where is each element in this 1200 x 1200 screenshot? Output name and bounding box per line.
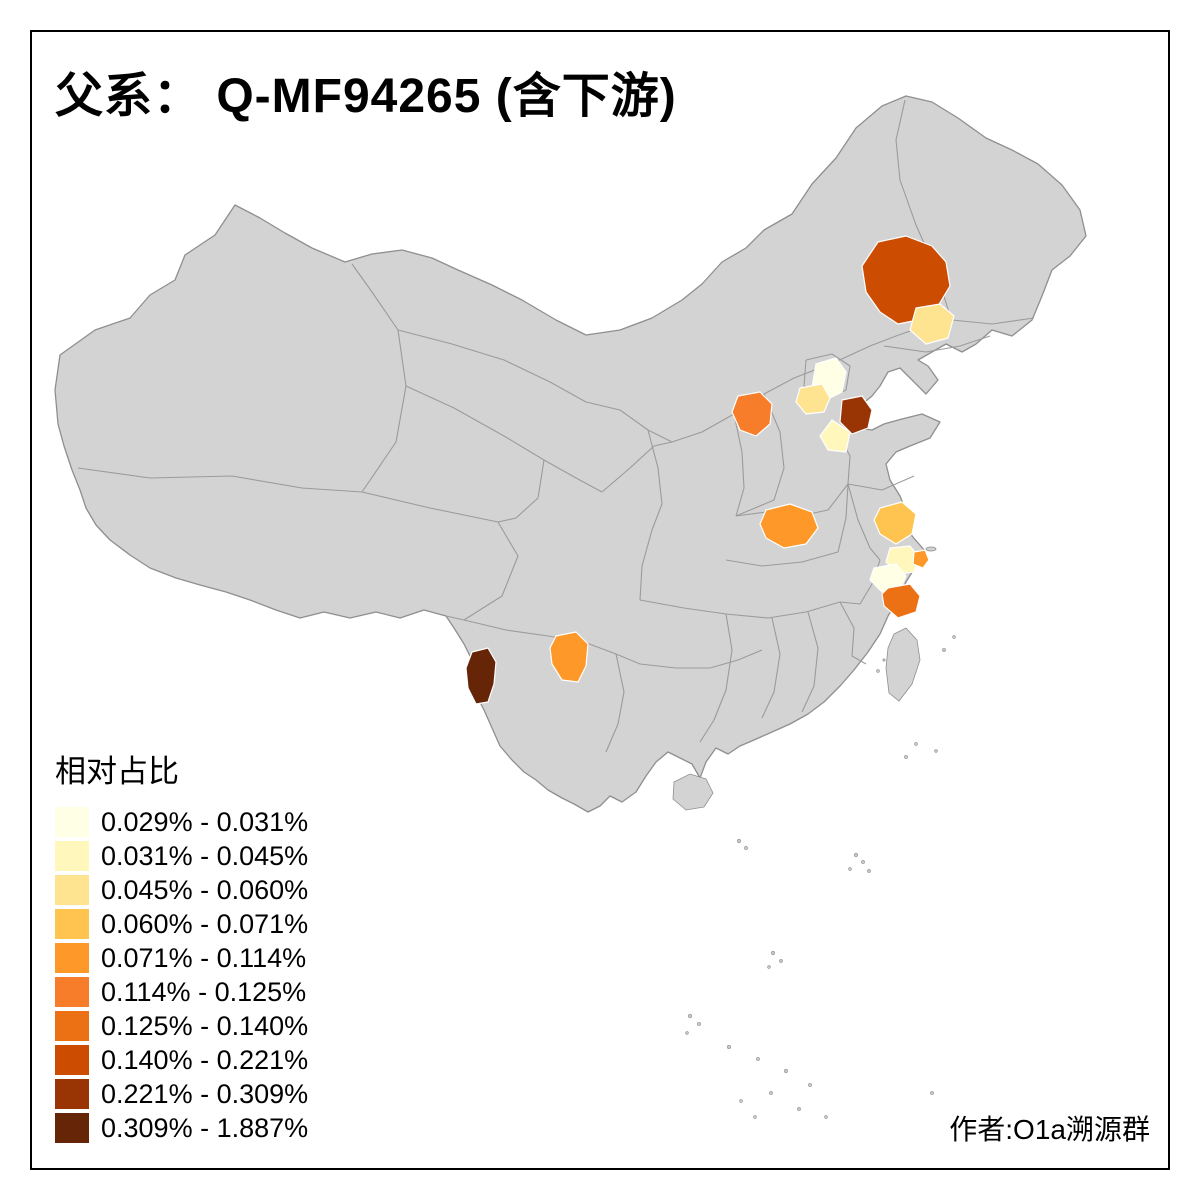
legend-label: 0.140% - 0.221% <box>101 1045 309 1075</box>
region-zhejiang-east <box>881 583 921 619</box>
choropleth-patches <box>465 235 955 705</box>
legend-swatch <box>55 807 89 837</box>
legend-swatch <box>55 977 89 1007</box>
legend-row: 0.140% - 0.221% <box>55 1043 308 1077</box>
legend-swatch <box>55 1045 89 1075</box>
legend-label: 0.125% - 0.140% <box>101 1011 309 1041</box>
legend-label: 0.060% - 0.071% <box>101 909 309 939</box>
author-credit: 作者:O1a溯源群 <box>949 1114 1150 1145</box>
legend-row: 0.031% - 0.045% <box>55 839 308 873</box>
hainan-island <box>672 773 714 811</box>
legend-label: 0.114% - 0.125% <box>101 977 307 1007</box>
region-jiangsu-central <box>873 501 917 545</box>
legend-swatch <box>55 1079 89 1109</box>
legend-swatch <box>55 909 89 939</box>
legend-title: 相对占比 <box>55 754 179 789</box>
legend-row: 0.309% - 1.887% <box>55 1111 308 1145</box>
taiwan-island <box>885 627 921 702</box>
china-mainland <box>54 95 1087 813</box>
chongming-island <box>925 546 937 552</box>
legend-row: 0.125% - 0.140% <box>55 1009 308 1043</box>
legend-label: 0.221% - 0.309% <box>101 1079 309 1109</box>
legend: 相对占比 0.029% - 0.031% 0.031% - 0.045% 0.0… <box>55 746 308 1145</box>
legend-row: 0.045% - 0.060% <box>55 873 308 907</box>
legend-row: 0.221% - 0.309% <box>55 1077 308 1111</box>
legend-label: 0.029% - 0.031% <box>101 807 309 837</box>
legend-row: 0.071% - 0.114% <box>55 941 308 975</box>
legend-label: 0.071% - 0.114% <box>101 943 307 973</box>
region-henan-central <box>759 503 819 549</box>
legend-swatch <box>55 875 89 905</box>
region-yunnan-west <box>465 647 497 705</box>
region-shandong-north <box>839 395 873 435</box>
legend-label: 0.309% - 1.887% <box>101 1113 309 1143</box>
legend-swatch <box>55 841 89 871</box>
legend-swatch <box>55 943 89 973</box>
sea-islets <box>685 635 956 1119</box>
region-yunnan-central <box>549 631 589 683</box>
legend-row: 0.029% - 0.031% <box>55 805 308 839</box>
region-shandong-west <box>819 419 851 453</box>
region-shanxi-central <box>731 391 773 437</box>
legend-swatch <box>55 1113 89 1143</box>
region-shanghai-area <box>912 549 930 569</box>
region-hebei-central <box>795 383 831 415</box>
legend-row: 0.114% - 0.125% <box>55 975 308 1009</box>
legend-swatch <box>55 1011 89 1041</box>
region-heilongjiang-south <box>909 303 955 345</box>
legend-row: 0.060% - 0.071% <box>55 907 308 941</box>
legend-label: 0.031% - 0.045% <box>101 841 309 871</box>
page-title: 父系： Q-MF94265 (含下游) <box>55 70 677 123</box>
islands <box>672 546 937 811</box>
legend-label: 0.045% - 0.060% <box>101 875 309 905</box>
